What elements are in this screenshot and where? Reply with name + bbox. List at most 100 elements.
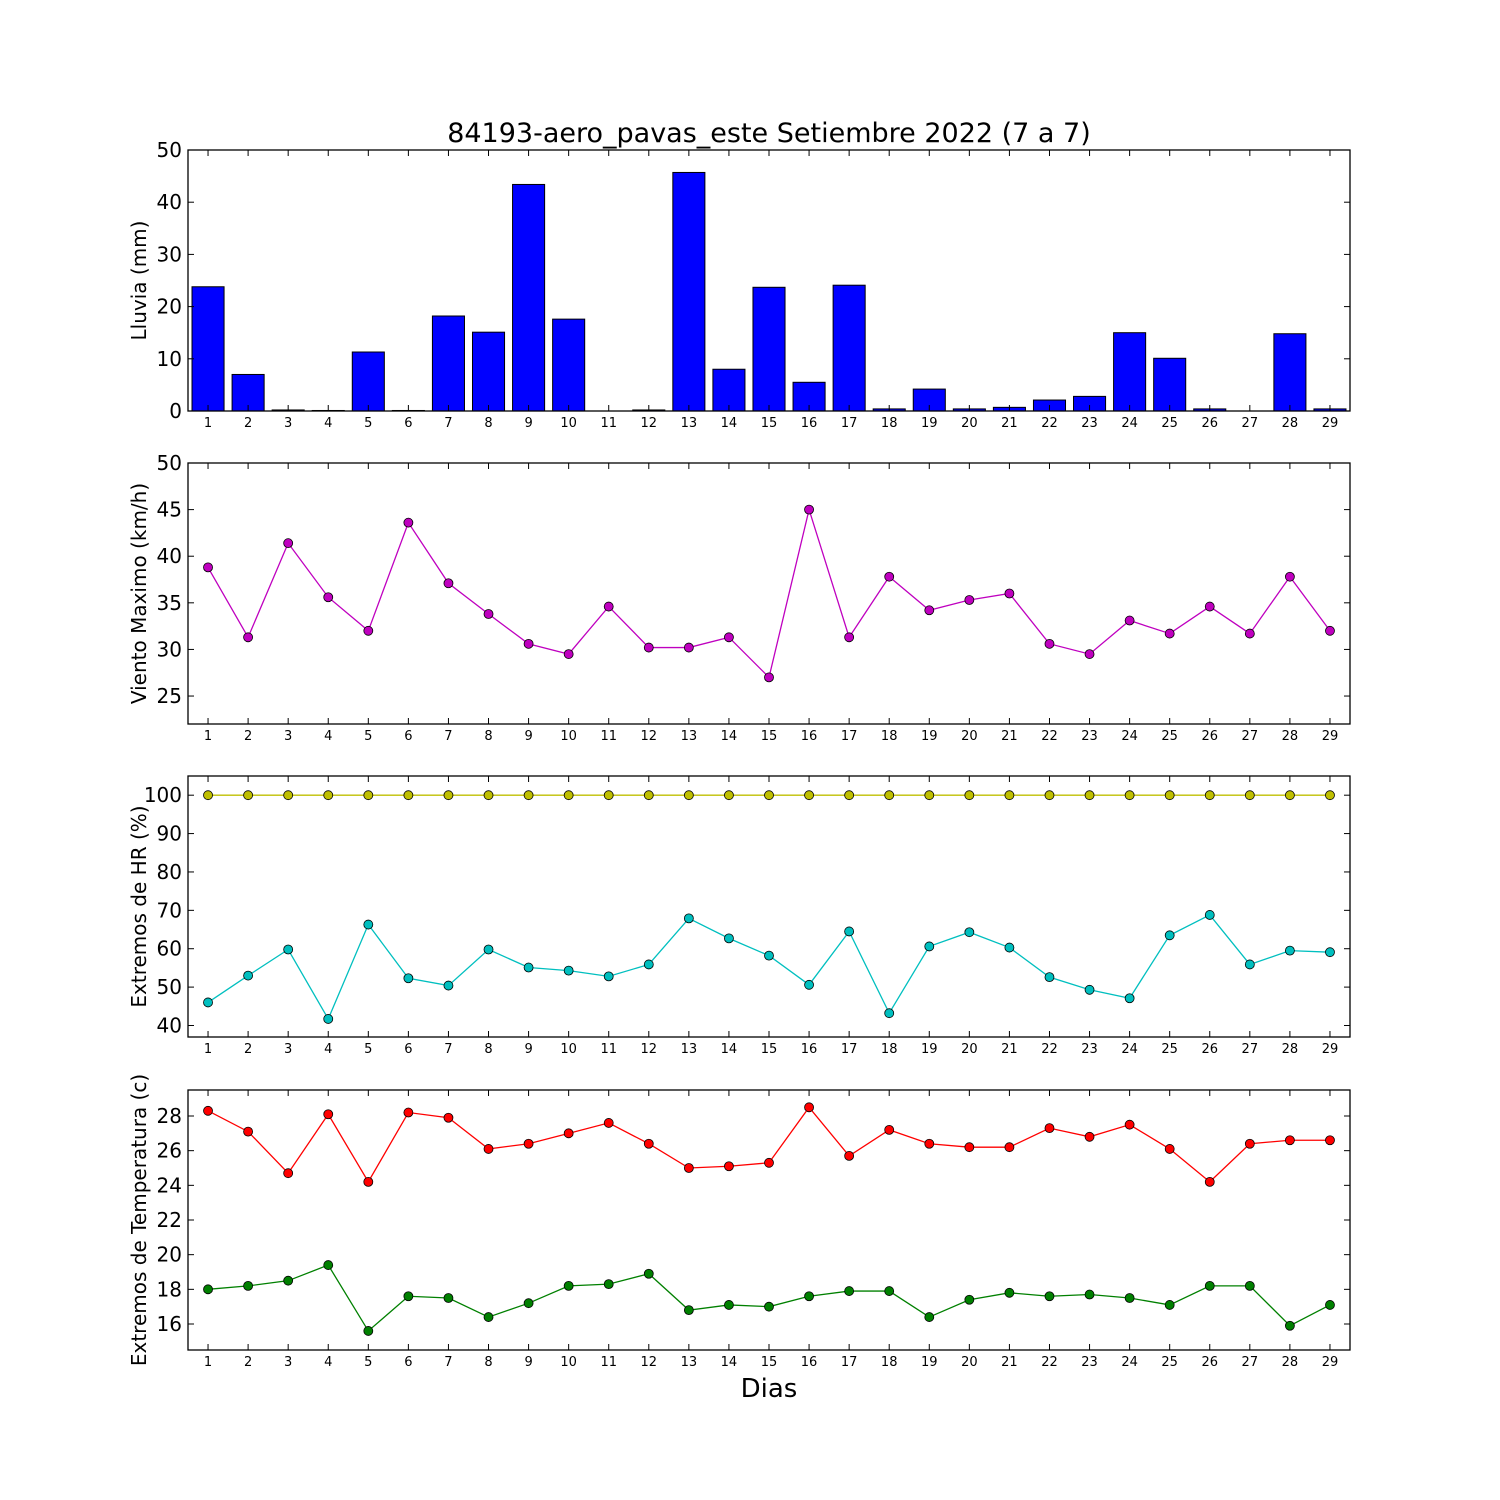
y-tick-label: 50 <box>157 451 182 475</box>
point-series-1-day-10 <box>563 649 574 659</box>
point-series-1-day-3 <box>283 790 294 801</box>
x-tick-label: 14 <box>721 1355 738 1370</box>
point-series-2-day-27 <box>1244 959 1255 970</box>
x-tick-label: 16 <box>801 729 818 744</box>
point-series-2-day-16 <box>804 1291 814 1302</box>
y-tick-label: 24 <box>157 1173 182 1197</box>
x-tick-label: 12 <box>641 416 658 431</box>
x-tick-label: 28 <box>1282 729 1299 744</box>
x-tick-label: 11 <box>600 729 617 744</box>
x-tick-label: 6 <box>404 1355 412 1370</box>
x-tick-label: 25 <box>1161 729 1178 744</box>
point-series-2-day-13 <box>683 913 694 924</box>
x-tick-label: 29 <box>1322 1355 1339 1370</box>
y-tick-label: 80 <box>157 860 182 884</box>
x-tick-label: 11 <box>600 416 617 431</box>
x-tick-label: 6 <box>404 729 412 744</box>
point-series-2-day-3 <box>283 1275 294 1286</box>
point-series-2-day-1 <box>203 997 213 1008</box>
point-series-2-day-5 <box>363 1326 374 1336</box>
x-tick-label: 10 <box>560 729 577 744</box>
x-tick-label: 9 <box>524 1355 532 1370</box>
x-tick-label: 1 <box>204 416 212 431</box>
x-tick-label: 5 <box>364 416 372 431</box>
x-tick-label: 27 <box>1242 1042 1259 1057</box>
x-tick-label: 27 <box>1242 416 1259 431</box>
point-series-1-day-15 <box>764 1157 774 1168</box>
x-tick-label: 26 <box>1201 729 1218 744</box>
point-series-1-day-11 <box>603 790 614 801</box>
bar-day-9 <box>512 183 546 412</box>
x-tick-label: 22 <box>1041 416 1058 431</box>
point-series-1-day-5 <box>363 625 374 636</box>
point-series-1-day-13 <box>683 790 694 801</box>
point-series-1-day-20 <box>964 790 975 801</box>
x-tick-label: 1 <box>204 1042 212 1057</box>
point-series-1-day-19 <box>924 790 935 801</box>
x-tick-label: 21 <box>1001 1042 1018 1057</box>
point-series-1-day-29 <box>1325 1135 1335 1146</box>
point-series-1-day-11 <box>603 1118 614 1128</box>
x-tick-label: 7 <box>444 416 452 431</box>
x-tick-label: 15 <box>761 729 778 744</box>
point-series-1-day-11 <box>603 601 614 612</box>
x-tick-label: 14 <box>721 416 738 431</box>
x-tick-label: 7 <box>444 729 452 744</box>
point-series-2-day-22 <box>1044 1291 1055 1302</box>
x-tick-label: 3 <box>284 1355 292 1370</box>
x-tick-label: 4 <box>324 729 332 744</box>
x-tick-label: 14 <box>721 729 738 744</box>
point-series-2-day-1 <box>203 1284 213 1295</box>
y-axis-label: Extremos de HR (%) <box>127 805 151 1007</box>
point-series-2-day-4 <box>323 1014 334 1024</box>
point-series-1-day-6 <box>403 517 414 528</box>
x-axis-label: Dias <box>741 1374 798 1404</box>
point-series-1-day-8 <box>483 1144 494 1154</box>
point-series-2-day-24 <box>1124 993 1135 1004</box>
point-series-1-day-15 <box>764 672 774 683</box>
y-tick-label: 35 <box>157 591 182 615</box>
point-series-1-day-20 <box>964 595 975 605</box>
x-tick-label: 22 <box>1041 1355 1058 1370</box>
x-tick-label: 26 <box>1201 416 1218 431</box>
point-series-1-day-5 <box>363 790 374 801</box>
point-series-1-day-17 <box>844 632 855 643</box>
x-tick-label: 29 <box>1322 1042 1339 1057</box>
x-tick-label: 17 <box>841 416 858 431</box>
point-series-2-day-14 <box>724 1300 734 1310</box>
x-tick-label: 9 <box>524 729 532 744</box>
x-tick-label: 15 <box>761 416 778 431</box>
point-series-2-day-29 <box>1325 947 1335 958</box>
chart-title: 84193-aero_pavas_este Setiembre 2022 (7 … <box>447 118 1091 149</box>
point-series-1-day-19 <box>924 605 935 616</box>
point-series-1-day-5 <box>363 1176 374 1187</box>
y-tick-label: 30 <box>157 637 182 661</box>
point-series-1-day-2 <box>243 632 254 643</box>
point-series-2-day-17 <box>844 926 855 937</box>
x-tick-label: 17 <box>841 1042 858 1057</box>
point-series-1-day-21 <box>1004 588 1015 599</box>
x-tick-label: 24 <box>1121 1355 1138 1370</box>
point-series-1-day-9 <box>523 790 534 801</box>
point-series-1-day-6 <box>403 790 414 801</box>
y-axis-label: Extremos de Temperatura (c) <box>127 1074 151 1366</box>
bar-day-13 <box>672 171 706 412</box>
x-tick-label: 21 <box>1001 1355 1018 1370</box>
y-tick-label: 22 <box>157 1208 182 1232</box>
x-tick-label: 11 <box>600 1042 617 1057</box>
x-tick-label: 2 <box>244 1355 252 1370</box>
x-tick-label: 23 <box>1081 416 1098 431</box>
y-tick-label: 100 <box>144 783 182 807</box>
point-series-2-day-8 <box>483 944 494 955</box>
x-tick-label: 3 <box>284 729 292 744</box>
point-series-1-day-17 <box>844 790 855 801</box>
x-tick-label: 22 <box>1041 729 1058 744</box>
point-series-2-day-18 <box>884 1286 895 1296</box>
point-series-2-day-21 <box>1004 1287 1015 1298</box>
x-tick-label: 27 <box>1242 1355 1259 1370</box>
point-series-2-day-20 <box>964 1294 975 1305</box>
x-tick-label: 7 <box>444 1042 452 1057</box>
point-series-1-day-18 <box>884 1124 895 1135</box>
